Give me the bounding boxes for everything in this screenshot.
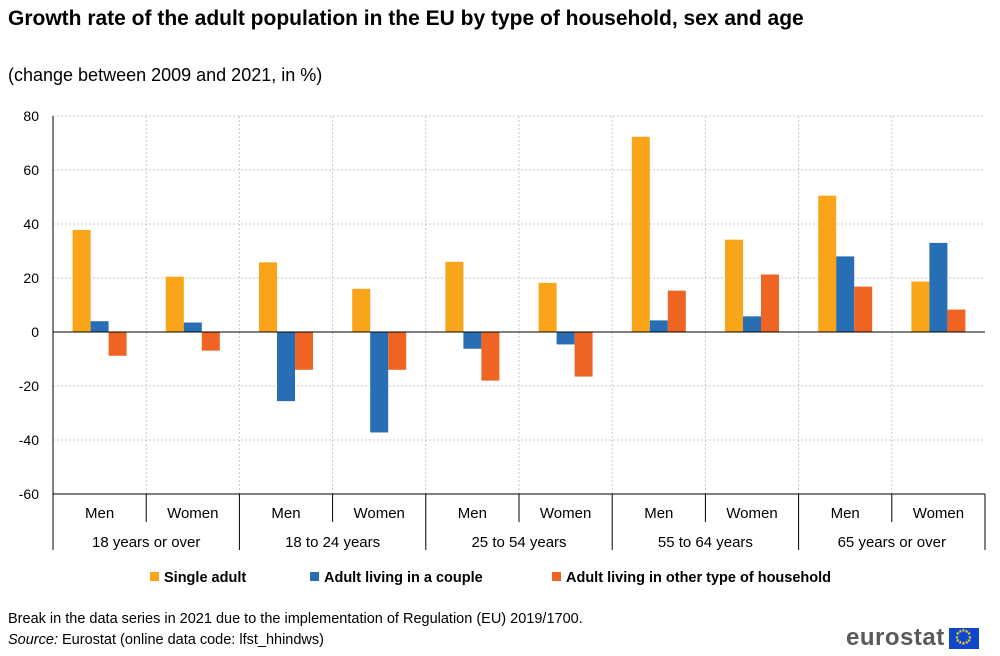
- bar: [445, 261, 464, 332]
- eu-flag-icon: ★ ★ ★ ★ ★ ★ ★ ★ ★ ★ ★ ★: [948, 627, 979, 649]
- bar: [183, 322, 202, 332]
- bar: [538, 282, 557, 332]
- bar: [370, 332, 389, 433]
- bar: [631, 136, 650, 332]
- bar: [649, 320, 668, 332]
- legend-swatch: [552, 572, 561, 581]
- legend-swatch: [150, 572, 159, 581]
- y-tick-label: 0: [31, 324, 39, 340]
- footnote: Break in the data series in 2021 due to …: [8, 611, 583, 627]
- bar: [388, 332, 407, 370]
- chart-title: Growth rate of the adult population in t…: [8, 7, 804, 30]
- bar: [481, 332, 500, 381]
- x-tick-label: Women: [726, 505, 777, 522]
- bar: [201, 332, 220, 351]
- bar: [295, 332, 313, 370]
- bar: [929, 242, 948, 332]
- x-tick-label: Women: [167, 505, 218, 522]
- x-tick-label: Women: [913, 505, 964, 522]
- bar: [947, 309, 966, 332]
- legend-label: Single adult: [164, 570, 246, 586]
- bar: [725, 239, 743, 332]
- source-label: Source:: [8, 632, 58, 648]
- source-note: Source: Eurostat (online data code: lfst…: [8, 631, 324, 649]
- x-tick-label: Men: [85, 505, 114, 522]
- x-tick-label: Men: [271, 505, 300, 522]
- y-tick-label: -60: [19, 486, 39, 502]
- eurostat-logo-text: eurostat: [846, 624, 945, 651]
- bar-chart: -60 -40 -20 0 20 40 60 80 Men Women Men Women Men Wom…: [19, 108, 986, 586]
- bar: [72, 229, 91, 332]
- x-group-label: 18 to 24 years: [285, 534, 380, 551]
- bar: [911, 281, 930, 332]
- y-tick-label: 80: [23, 108, 39, 124]
- bar: [463, 332, 482, 349]
- y-tick-label: 20: [23, 270, 39, 286]
- chart-subtitle: (change between 2009 and 2021, in %): [8, 65, 323, 85]
- legend-swatch: [310, 572, 319, 581]
- x-group-label: 65 years or over: [838, 534, 946, 551]
- x-group-label: 55 to 64 years: [658, 534, 753, 551]
- legend-label: Adult living in a couple: [324, 570, 483, 586]
- bar: [854, 286, 873, 332]
- bar: [165, 276, 184, 332]
- bar: [818, 195, 837, 332]
- x-group-label: 25 to 54 years: [471, 534, 566, 551]
- bar: [352, 288, 371, 332]
- eurostat-logo: eurostat ★ ★ ★ ★ ★ ★ ★ ★ ★ ★ ★ ★: [846, 626, 979, 650]
- y-tick-label: -20: [19, 378, 39, 394]
- bar: [259, 262, 277, 332]
- x-tick-label: Women: [540, 505, 591, 522]
- y-tick-label: 60: [23, 162, 39, 178]
- bar: [574, 332, 593, 377]
- bar: [743, 316, 761, 332]
- bar: [90, 321, 109, 332]
- x-tick-label: Men: [644, 505, 673, 522]
- legend-label: Adult living in other type of household: [566, 570, 831, 586]
- x-tick-label: Men: [831, 505, 860, 522]
- bar: [277, 332, 295, 402]
- bar: [761, 274, 779, 332]
- x-group-label: 18 years or over: [92, 534, 200, 551]
- y-tick-label: 40: [23, 216, 39, 232]
- bar: [108, 332, 127, 356]
- bar: [836, 256, 855, 332]
- bar: [667, 290, 686, 332]
- y-tick-label: -40: [19, 432, 39, 448]
- x-tick-label: Men: [458, 505, 487, 522]
- source-text: Eurostat (online data code: lfst_hhindws…: [57, 632, 324, 648]
- bar: [556, 332, 575, 345]
- x-tick-label: Women: [353, 505, 404, 522]
